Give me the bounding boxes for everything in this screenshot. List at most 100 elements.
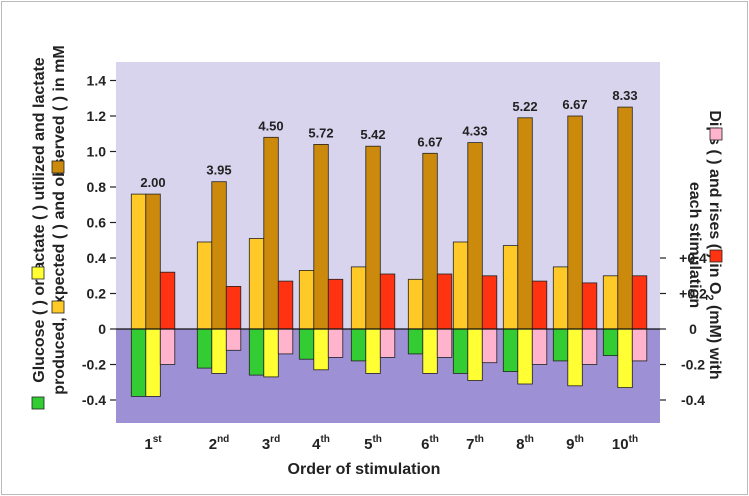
swatch-lactate-observed — [51, 160, 65, 174]
bar-oxygen-dips-2 — [225, 328, 242, 351]
y-tick-label-2: 1.0 — [87, 144, 107, 160]
y2-axis-title-tail: (mM) with — [706, 301, 723, 380]
y2-axis-ticks: +0.4 +0.2 0 -0.2 -0.4 — [660, 250, 707, 408]
bar-glucose-utilized-6 — [407, 328, 424, 355]
bar-oxygen-dips-1 — [159, 328, 176, 365]
category-number-9: 9 — [566, 436, 574, 453]
bar-oxygen-dips-4 — [327, 328, 344, 358]
y2-axis-title: Dips ( ) and rises ( ) in O2 (mM) with e… — [686, 110, 723, 379]
bar-oxygen-rises-5 — [379, 273, 396, 330]
bar-lactate-expected-1 — [130, 193, 147, 330]
y2-tick-label-0: +0.4 — [679, 250, 707, 266]
y-tick-label-6: 0.2 — [87, 286, 107, 302]
observed-value-label-10: 8.33 — [612, 88, 637, 103]
y-axis-ticks: 1.4 1.2 1.0 0.8 0.6 0.4 0.2 0 -0.2 -0.4 — [82, 73, 116, 408]
observed-value-label-3: 4.50 — [258, 118, 283, 133]
bar-lactate-observed-5 — [365, 145, 381, 330]
bar-oxygen-dips-6 — [436, 328, 453, 358]
bar-glucose-utilized-3 — [248, 328, 265, 376]
bar-glucose-utilized-5 — [350, 328, 367, 362]
bar-oxygen-dips-10 — [631, 328, 648, 362]
category-labels-group: 1st 2nd 3rd 4th 5th 6th 7th 8th 9th 10th — [144, 434, 638, 453]
swatch-glucose-utilized — [31, 396, 45, 410]
bar-glucose-utilized-1 — [130, 328, 147, 397]
bar-lactate-expected-4 — [298, 269, 315, 330]
bar-lactate-observed-10 — [617, 106, 633, 330]
bar-oxygen-dips-9 — [581, 328, 598, 365]
bar-glucose-utilized-10 — [602, 328, 619, 357]
bar-lactate-expected-2 — [196, 241, 213, 330]
y2-tick-label-2: 0 — [689, 321, 697, 337]
bar-lactate-utilized-4 — [313, 328, 329, 371]
bar-glucose-utilized-9 — [552, 328, 569, 362]
y2-tick-label-4: -0.4 — [681, 392, 705, 408]
bar-lactate-utilized-5 — [365, 328, 381, 374]
bar-lactate-expected-5 — [350, 266, 367, 330]
swatch-oxygen-dips — [709, 127, 723, 141]
category-suffix-1: st — [153, 434, 163, 445]
bar-oxygen-rises-4 — [327, 278, 344, 330]
y2-axis-title-line1: Dips ( ) and rises ( ) in O2 (mM) with — [703, 110, 723, 379]
observed-value-label-9: 6.67 — [562, 97, 587, 112]
category-suffix-8: th — [524, 434, 533, 445]
category-label-9: 9th — [566, 434, 584, 453]
y-tick-label-8: -0.2 — [82, 357, 106, 373]
y-axis-title-line2: produced, expected ( ) and observed ( ) … — [51, 45, 68, 394]
observed-value-label-4: 5.72 — [308, 125, 333, 140]
y-tick-label-9: -0.4 — [82, 392, 106, 408]
category-number-1: 1 — [144, 436, 152, 453]
y2-axis-title-line2: each stimulation — [686, 182, 703, 308]
category-number-5: 5 — [364, 436, 372, 453]
y2-tick-label-1: +0.2 — [679, 286, 707, 302]
x-axis-title: Order of stimulation — [288, 461, 441, 478]
bar-lactate-observed-2 — [211, 181, 227, 330]
bar-lactate-utilized-9 — [567, 328, 583, 387]
bar-glucose-utilized-8 — [502, 328, 519, 372]
bar-glucose-utilized-2 — [196, 328, 213, 369]
category-label-6: 6th — [421, 434, 439, 453]
category-suffix-2: nd — [217, 434, 229, 445]
bar-oxygen-dips-7 — [481, 328, 498, 364]
bar-glucose-utilized-7 — [452, 328, 469, 374]
category-number-3: 3 — [262, 436, 270, 453]
category-label-1: 1st — [144, 434, 162, 453]
bar-lactate-observed-3 — [263, 136, 279, 330]
category-suffix-7: th — [474, 434, 483, 445]
bar-lactate-observed-9 — [567, 115, 583, 330]
category-number-4: 4 — [312, 436, 321, 453]
swatch-oxygen-rises — [709, 249, 723, 263]
category-suffix-6: th — [429, 434, 438, 445]
category-suffix-5: th — [372, 434, 381, 445]
bar-oxygen-rises-3 — [277, 280, 294, 330]
category-label-7: 7th — [466, 434, 484, 453]
observed-value-label-6: 6.67 — [417, 134, 442, 149]
category-label-5: 5th — [364, 434, 382, 453]
bar-lactate-expected-7 — [452, 241, 469, 330]
bar-lactate-observed-7 — [467, 142, 483, 330]
category-number-6: 6 — [421, 436, 429, 453]
bar-oxygen-rises-7 — [481, 275, 498, 330]
bar-lactate-utilized-2 — [211, 328, 227, 374]
category-suffix-9: th — [574, 434, 583, 445]
bar-lactate-utilized-8 — [517, 328, 533, 385]
bar-lactate-expected-3 — [248, 238, 265, 330]
swatch-lactate-expected — [51, 300, 65, 314]
swatch-lactate-utilized — [31, 266, 45, 280]
y-axis-title-line1: Glucose ( ) or lactate ( ) utilized and … — [31, 57, 48, 383]
bar-lactate-expected-8 — [502, 245, 519, 330]
observed-value-label-1: 2.00 — [140, 175, 165, 190]
bars-group — [130, 106, 648, 397]
observed-value-label-8: 5.22 — [512, 99, 537, 114]
category-label-8: 8th — [516, 434, 534, 453]
y-axis-title: Glucose ( ) or lactate ( ) utilized and … — [31, 45, 68, 410]
bar-glucose-utilized-4 — [298, 328, 315, 360]
bar-lactate-utilized-3 — [263, 328, 279, 378]
y-tick-label-7: 0 — [98, 321, 106, 337]
bar-oxygen-rises-1 — [159, 271, 176, 330]
y2-axis-title-main: Dips ( ) and rises ( ) in O — [706, 110, 723, 294]
bar-oxygen-rises-9 — [581, 282, 598, 330]
bar-lactate-utilized-7 — [467, 328, 483, 381]
bar-oxygen-rises-6 — [436, 273, 453, 330]
observed-value-label-2: 3.95 — [206, 163, 231, 178]
